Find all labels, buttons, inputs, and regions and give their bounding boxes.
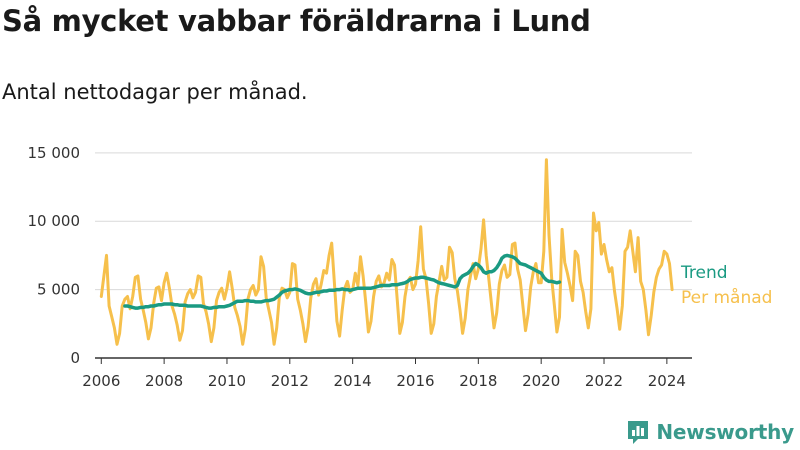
x-tick-label-3: 2012 — [271, 372, 309, 390]
newsworthy-logo-icon — [628, 421, 649, 444]
y-tick-label-2: 10 000 — [28, 212, 81, 230]
y-tick-label-0: 0 — [70, 349, 80, 367]
x-tick-label-4: 2014 — [334, 372, 372, 390]
x-tick-label-5: 2016 — [396, 372, 434, 390]
x-axis: 2006 2008 2010 2012 2014 2016 2018 2020 2022 2024 — [82, 357, 692, 390]
x-tick-label-8: 2022 — [585, 372, 623, 390]
page-subtitle: Antal nettodagar per månad. — [2, 80, 308, 104]
x-tick-label-0: 2006 — [82, 372, 120, 390]
series-line-1 — [123, 253, 562, 310]
x-tick-label-7: 2020 — [522, 372, 560, 390]
series-lines — [99, 158, 674, 346]
page-title: Så mycket vabbar föräldrarna i Lund — [2, 4, 591, 38]
x-tick-label-6: 2018 — [459, 372, 497, 390]
y-tick-label-3: 15 000 — [28, 144, 81, 162]
x-tick-label-2: 2010 — [208, 372, 246, 390]
legend: Trend Per månad — [680, 263, 772, 308]
y-tick-label-1: 5 000 — [37, 281, 80, 299]
series-line-0 — [99, 158, 674, 346]
newsworthy-brand: Newsworthy — [626, 419, 794, 445]
newsworthy-brand-name: Newsworthy — [656, 420, 794, 444]
x-tick-label-9: 2024 — [648, 372, 686, 390]
legend-label-trend: Trend — [680, 263, 728, 283]
legend-label-per-manad: Per månad — [681, 287, 772, 308]
y-axis-labels: 0 5 000 10 000 15 000 — [28, 144, 81, 367]
x-tick-label-1: 2008 — [145, 372, 183, 390]
